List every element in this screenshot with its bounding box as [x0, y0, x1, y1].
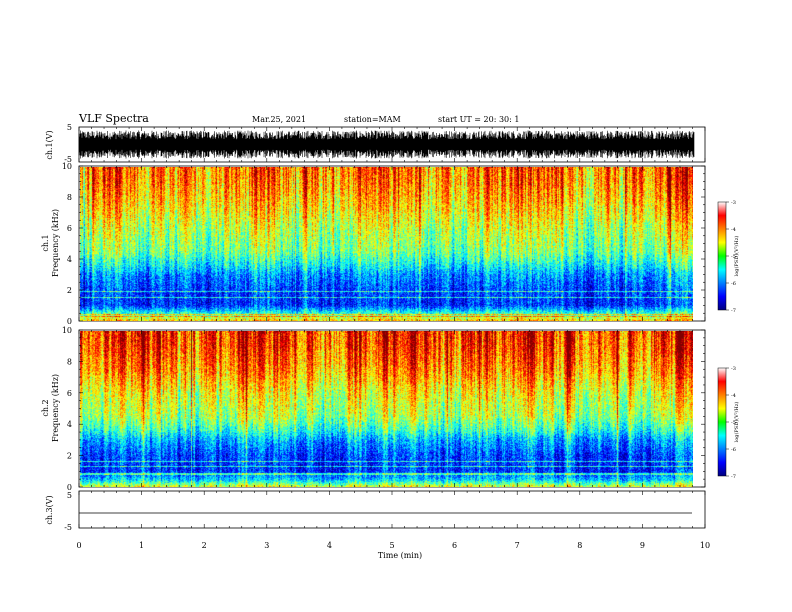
- y-tick-label: 10: [62, 162, 72, 171]
- ch1-waveform-panel: 5 -5 ch.1(V): [45, 123, 706, 164]
- x-tick-label: 8: [577, 541, 582, 550]
- x-tick-label: 9: [640, 541, 645, 550]
- x-tick-label: 7: [515, 541, 520, 550]
- colorbar-tick-label: -7: [731, 308, 736, 314]
- start-time-label: start UT = 20: 30: 1: [438, 115, 519, 124]
- colorbar-tick-label: -5: [731, 420, 736, 426]
- y-tick-label: 0: [67, 317, 72, 326]
- ch3-ytick-top: 5: [67, 491, 72, 500]
- y-tick-label: 4: [67, 420, 72, 429]
- ch2-colorbar: -3 -4 -5 -6 -7 log(PSD)(V²/Hz): [717, 366, 740, 480]
- colorbar-tick-label: -7: [731, 474, 736, 480]
- ch1-spectrogram-ylabel-frequency: Frequency (kHz): [51, 209, 60, 277]
- y-tick-label: 2: [67, 452, 72, 461]
- ch2-colorbar-label: log(PSD)(V²/Hz): [733, 402, 740, 443]
- x-axis-ticks: [78, 127, 706, 528]
- colorbar-tick-label: -3: [731, 200, 736, 206]
- figure-title: VLF Spectra: [78, 112, 149, 125]
- ch1-colorbar-label: log(PSD)(V²/Hz): [733, 236, 740, 277]
- x-tick-label: 4: [327, 541, 332, 550]
- ch2-spectrogram-ylabel-frequency: Frequency (kHz): [51, 374, 60, 442]
- y-tick-label: 8: [67, 193, 72, 202]
- x-tick-label: 2: [202, 541, 207, 550]
- x-tick-label: 1: [139, 541, 144, 550]
- ch1-ytick-top: 5: [67, 123, 72, 132]
- y-tick-label: 2: [67, 286, 72, 295]
- colorbar-tick-label: -6: [731, 447, 736, 453]
- station-label: station=MAM: [344, 115, 401, 124]
- x-tick-label: 3: [264, 541, 269, 550]
- x-tick-label: 6: [452, 541, 457, 550]
- ch1-ytick-bottom: -5: [64, 155, 72, 164]
- date-label: Mar.25, 2021: [252, 115, 306, 124]
- y-tick-label: 8: [67, 357, 72, 366]
- y-tick-label: 0: [67, 483, 72, 492]
- y-tick-label: 10: [62, 326, 72, 335]
- x-tick-label: 0: [76, 541, 81, 550]
- ch1-colorbar: -3 -4 -5 -6 -7 log(PSD)(V²/Hz): [717, 200, 740, 314]
- ch3-waveform-panel: 5 -5 ch.3(V): [45, 490, 706, 532]
- ch3-ytick-bottom: -5: [64, 523, 72, 532]
- ch2-spectrogram-ylabel-channel: ch.2: [41, 399, 50, 416]
- x-tick-label: 10: [700, 541, 710, 550]
- colorbar-tick-label: -6: [731, 281, 736, 287]
- ch1-spectrogram-ylabel-channel: ch.1: [41, 234, 50, 251]
- colorbar-tick-label: -4: [731, 227, 736, 233]
- x-axis-tick-labels: 0 1 2 3 4 5 6 7 8 9 10: [76, 541, 710, 550]
- x-tick-label: 5: [389, 541, 394, 550]
- x-axis-label: Time (min): [378, 551, 422, 560]
- ch1-spectrogram-panel: 0 2 4 6 8 10 ch.1 Frequency (kHz): [41, 162, 706, 326]
- colorbar-tick-label: -3: [731, 366, 736, 372]
- y-tick-label: 6: [67, 389, 72, 398]
- ch1-spectrogram-image: [79, 166, 693, 321]
- colorbar-tick-label: -4: [731, 393, 736, 399]
- ch2-spectrogram-image: [79, 330, 693, 487]
- ch2-spectrogram-panel: 0 2 4 6 8 10 ch.2 Frequency (kHz): [41, 326, 706, 492]
- ch1-waveform-trace: [78, 130, 695, 159]
- ch1-waveform-ylabel: ch.1(V): [45, 130, 54, 159]
- colorbar-tick-label: -5: [731, 254, 736, 260]
- ch3-waveform-ylabel: ch.3(V): [45, 495, 54, 524]
- y-tick-label: 4: [67, 255, 72, 264]
- y-tick-label: 6: [67, 224, 72, 233]
